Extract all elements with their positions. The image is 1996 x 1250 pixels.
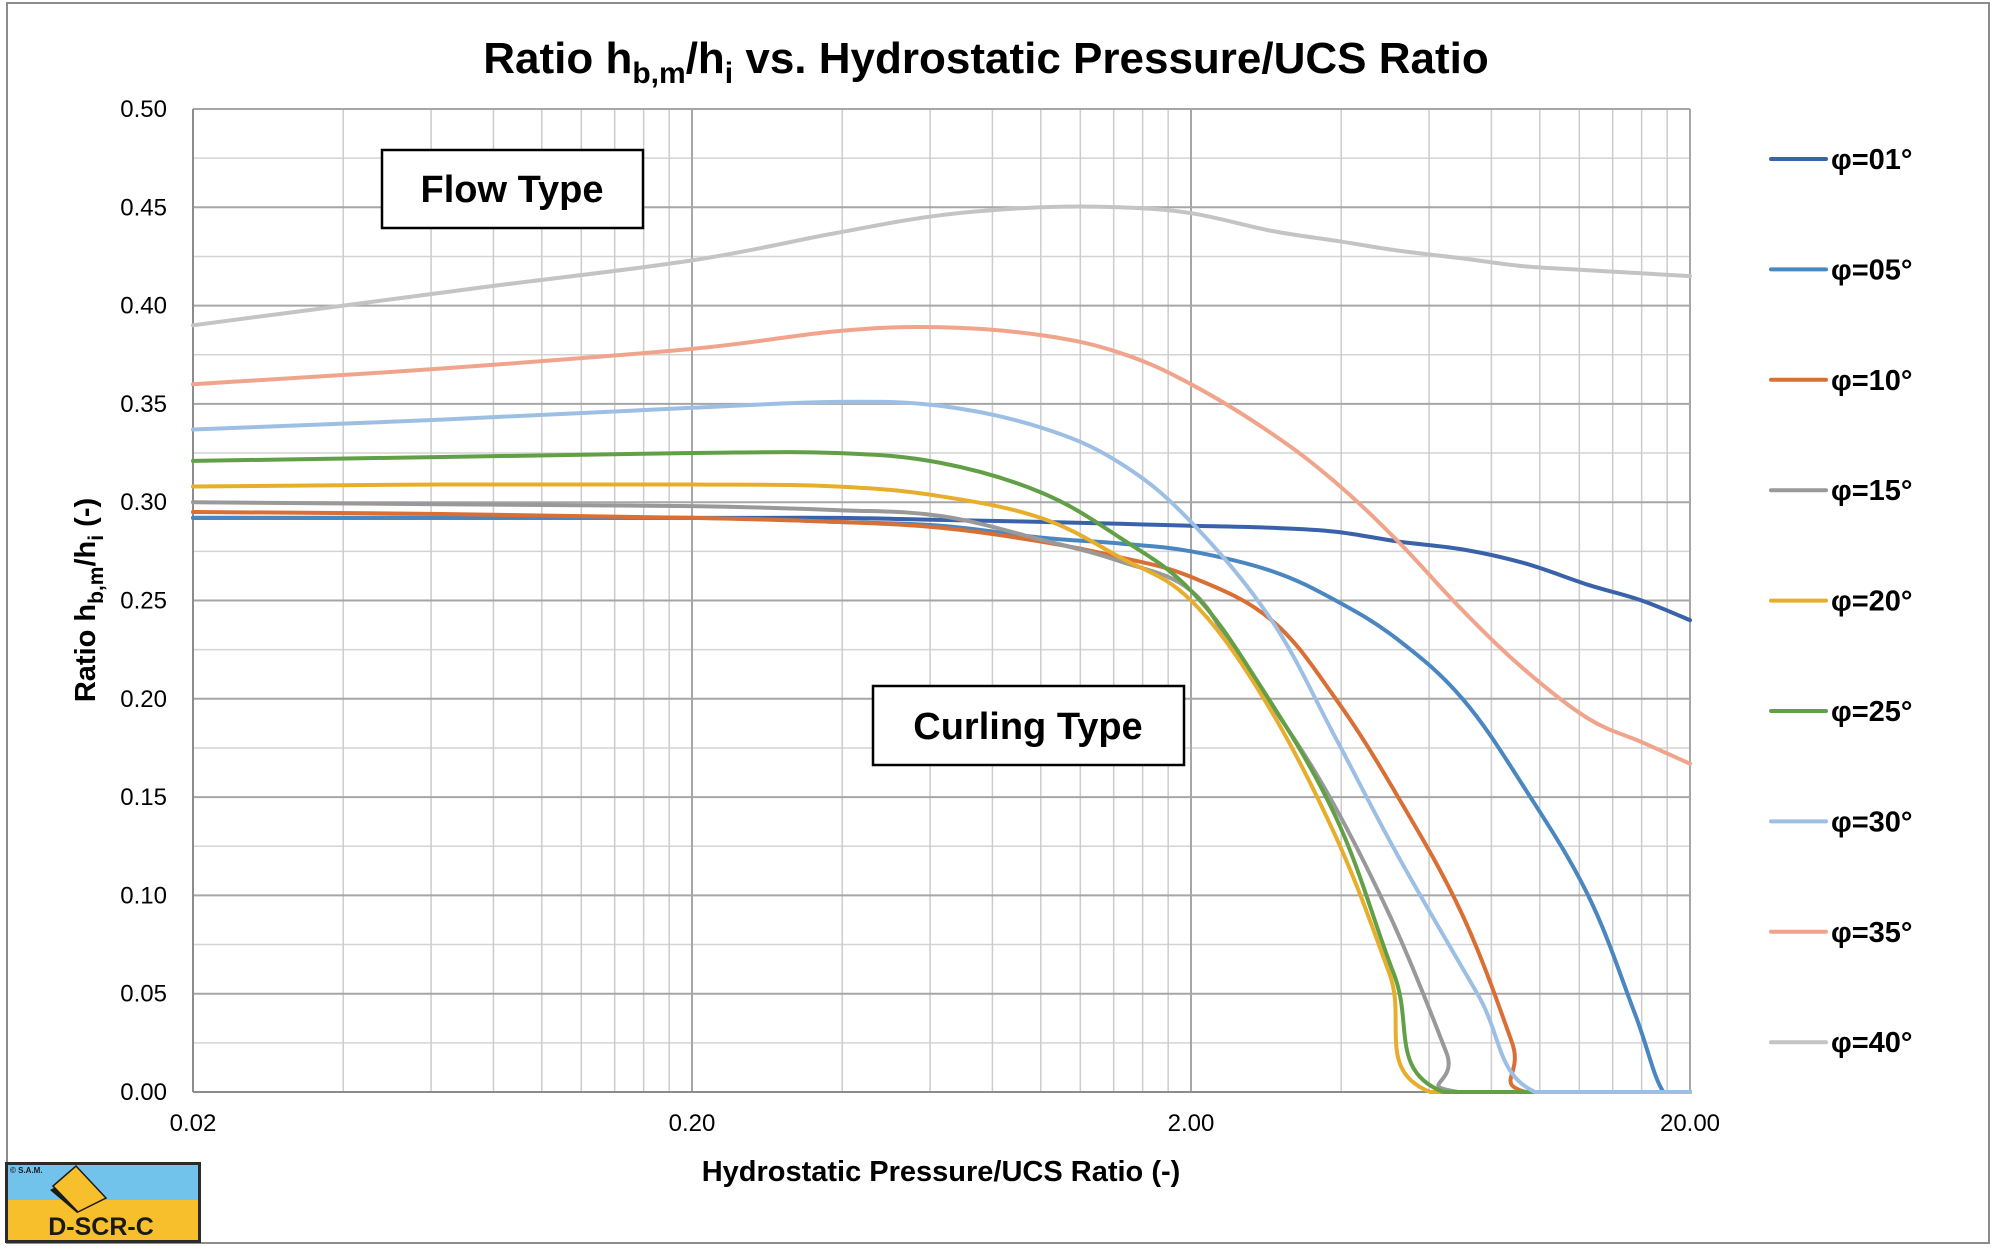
title-part: /h [686, 34, 725, 83]
x-tick-label: 0.20 [669, 1110, 716, 1137]
logo-label: D-SCR-C [48, 1213, 154, 1241]
logo-ground [8, 1200, 198, 1240]
x-tick-label: 20.00 [1660, 1110, 1720, 1137]
series-line-9 [191, 204, 1692, 328]
legend-label: φ=10° [1831, 365, 1913, 397]
title-part: vs. Hydrostatic Pressure/UCS Ratio [733, 34, 1489, 83]
curling-type-label: Curling Type [913, 706, 1142, 748]
legend-label: φ=15° [1831, 475, 1913, 507]
y-tick-label: 0.05 [120, 981, 167, 1008]
x-axis-ticks: 0.02 0.20 2.00 20.00 [170, 1110, 1720, 1137]
y-axis-title: Ratio hb,m/hi (-) [70, 498, 108, 702]
legend-item: φ=15° [1769, 475, 1913, 507]
chart-frame [6, 2, 1990, 1244]
y-tick-label: 0.30 [120, 489, 167, 516]
series-line-7 [191, 399, 1692, 1095]
series-line-8 [191, 324, 1692, 766]
legend-label: φ=30° [1831, 806, 1913, 838]
ylabel-part: Ratio h [70, 604, 102, 702]
legend-item: φ=10° [1769, 365, 1913, 397]
legend-item: φ=40° [1769, 1027, 1913, 1059]
series-lines [191, 204, 1692, 1095]
y-tick-label: 0.00 [120, 1079, 167, 1106]
flow-type-label: Flow Type [421, 169, 604, 211]
x-tick-label: 0.02 [170, 1110, 217, 1137]
legend-label: φ=40° [1831, 1027, 1913, 1059]
legend-label: φ=35° [1831, 917, 1913, 949]
title-subscript: b,m [632, 57, 685, 90]
chart-title: Ratio hb,m/hi vs. Hydrostatic Pressure/U… [483, 34, 1489, 90]
legend-item: φ=25° [1769, 696, 1913, 728]
flow-type-annotation: Flow Type [380, 148, 645, 230]
ylabel-part: /h [70, 541, 102, 567]
curling-type-annotation: Curling Type [871, 684, 1186, 767]
y-tick-label: 0.20 [120, 686, 167, 713]
legend-item: φ=30° [1769, 806, 1913, 838]
legend-label: φ=05° [1831, 254, 1913, 286]
y-axis-ticks: 0.00 0.05 0.10 0.15 0.20 0.25 0.30 0.35 0.40 0.45… [120, 96, 167, 1106]
ylabel-subscript: b,m [85, 567, 108, 604]
legend-item: φ=20° [1769, 586, 1913, 618]
series-line-3 [191, 510, 1692, 1095]
sam-logo: © S.A.M. D-SCR-C [5, 1162, 201, 1243]
y-tick-label: 0.45 [120, 194, 167, 221]
x-tick-label: 2.00 [1168, 1110, 1215, 1137]
ylabel-subscript: i [85, 535, 108, 541]
legend-item: φ=01° [1769, 144, 1913, 176]
ylabel-part: (-) [70, 498, 102, 535]
legend-label: φ=20° [1831, 586, 1913, 618]
logo-copyright: © S.A.M. [10, 1166, 43, 1175]
curling-type-box [871, 684, 1186, 767]
legend-label: φ=25° [1831, 696, 1913, 728]
y-tick-label: 0.40 [120, 293, 167, 320]
logo-cutter-icon [51, 1164, 108, 1213]
series-line-6 [191, 450, 1692, 1094]
y-tick-label: 0.15 [120, 784, 167, 811]
y-tick-label: 0.25 [120, 588, 167, 615]
series-line-4 [191, 500, 1692, 1094]
x-axis-title: Hydrostatic Pressure/UCS Ratio (-) [702, 1156, 1181, 1188]
title-subscript: i [725, 57, 733, 90]
legend: φ=01° φ=05° φ=10° φ=15° φ=20° φ=25° φ=30° φ=35°… [1769, 144, 1913, 1059]
legend-label: φ=01° [1831, 144, 1913, 176]
legend-item: φ=35° [1769, 917, 1913, 949]
grid [192, 108, 1691, 1093]
y-tick-label: 0.50 [120, 96, 167, 123]
legend-item: φ=05° [1769, 254, 1913, 286]
y-tick-label: 0.35 [120, 391, 167, 418]
series-line-5 [191, 482, 1692, 1094]
y-tick-label: 0.10 [120, 882, 167, 909]
title-part: Ratio h [483, 34, 632, 83]
flow-type-box [380, 148, 645, 230]
